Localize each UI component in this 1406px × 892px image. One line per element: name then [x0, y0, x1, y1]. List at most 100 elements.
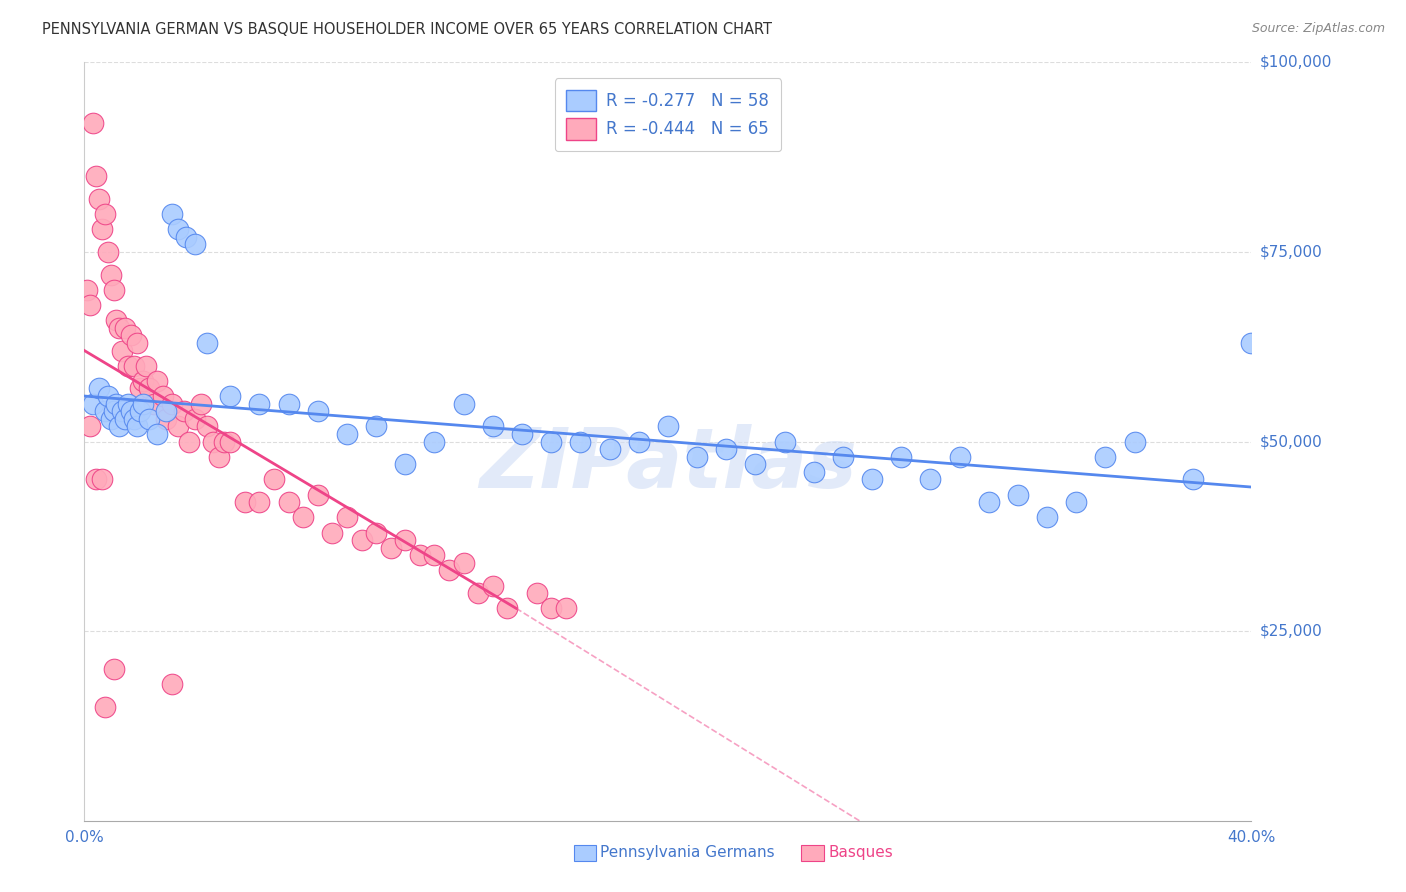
Point: [207, 450, 229, 464]
Point: [1036, 510, 1059, 524]
Point: [111, 404, 134, 418]
Point: [423, 434, 446, 449]
Point: [336, 510, 359, 524]
Point: [125, 335, 148, 350]
Point: [482, 419, 505, 434]
Point: [249, 396, 271, 410]
Point: [79, 298, 101, 312]
Point: [526, 586, 548, 600]
Point: [84, 169, 107, 183]
Point: [122, 359, 145, 373]
Point: [437, 564, 460, 578]
Point: [350, 533, 373, 547]
Point: [496, 601, 519, 615]
Point: [138, 412, 160, 426]
Point: [108, 419, 131, 434]
Point: [321, 525, 343, 540]
Point: [173, 404, 195, 418]
Point: [160, 677, 183, 691]
Point: [1094, 450, 1116, 464]
Point: [336, 426, 359, 441]
Point: [97, 244, 120, 259]
Point: [132, 374, 155, 388]
Point: [166, 222, 188, 236]
Point: [263, 473, 285, 487]
Point: [920, 473, 942, 487]
Point: [103, 404, 125, 418]
Point: [977, 495, 1000, 509]
Point: [423, 548, 446, 563]
Point: [219, 434, 242, 449]
Point: [366, 525, 388, 540]
Point: [152, 389, 174, 403]
Point: [138, 382, 160, 396]
Point: [87, 192, 110, 206]
Point: [292, 510, 315, 524]
Point: [105, 313, 128, 327]
Point: [366, 419, 388, 434]
Point: [120, 404, 142, 418]
Point: [146, 374, 169, 388]
Text: PENNSYLVANIA GERMAN VS BASQUE HOUSEHOLDER INCOME OVER 65 YEARS CORRELATION CHART: PENNSYLVANIA GERMAN VS BASQUE HOUSEHOLDE…: [42, 22, 772, 37]
Point: [82, 396, 104, 410]
Point: [160, 207, 183, 221]
Point: [394, 457, 416, 471]
Point: [143, 396, 166, 410]
Point: [117, 396, 139, 410]
Point: [117, 359, 139, 373]
Point: [100, 268, 122, 282]
Point: [380, 541, 402, 555]
Point: [219, 389, 242, 403]
Point: [155, 412, 177, 426]
Point: [82, 116, 104, 130]
Legend: R = -0.277   N = 58, R = -0.444   N = 65: R = -0.277 N = 58, R = -0.444 N = 65: [555, 78, 780, 151]
Point: [94, 699, 117, 714]
Point: [214, 434, 236, 449]
Point: [103, 283, 125, 297]
Point: [166, 419, 188, 434]
Point: [97, 389, 120, 403]
Point: [1066, 495, 1088, 509]
Text: Pennsylvania Germans: Pennsylvania Germans: [600, 846, 775, 860]
Point: [249, 495, 271, 509]
Point: [832, 450, 855, 464]
Point: [627, 434, 650, 449]
Point: [111, 343, 134, 358]
Text: ZIPatlas: ZIPatlas: [479, 424, 856, 505]
Point: [599, 442, 621, 457]
Point: [125, 419, 148, 434]
Point: [540, 601, 562, 615]
Point: [716, 442, 738, 457]
Point: [1007, 487, 1029, 501]
Text: Source: ZipAtlas.com: Source: ZipAtlas.com: [1251, 22, 1385, 36]
Point: [160, 396, 183, 410]
Text: $50,000: $50,000: [1260, 434, 1323, 449]
Point: [394, 533, 416, 547]
Point: [120, 328, 142, 343]
Point: [105, 396, 128, 410]
Point: [195, 335, 218, 350]
Point: [135, 359, 157, 373]
Point: [307, 487, 329, 501]
Point: [307, 404, 329, 418]
Point: [179, 434, 201, 449]
Point: [94, 404, 117, 418]
Point: [510, 426, 533, 441]
Point: [201, 434, 224, 449]
Point: [128, 404, 150, 418]
Point: [114, 320, 136, 334]
Point: [467, 586, 489, 600]
Point: [554, 601, 576, 615]
Point: [1240, 335, 1263, 350]
Text: $100,000: $100,000: [1260, 55, 1333, 70]
Point: [103, 662, 125, 676]
Point: [453, 396, 475, 410]
Point: [90, 222, 112, 236]
Text: $25,000: $25,000: [1260, 624, 1323, 639]
Point: [277, 495, 299, 509]
Point: [860, 473, 883, 487]
Point: [94, 207, 117, 221]
Point: [949, 450, 972, 464]
Point: [540, 434, 562, 449]
Point: [409, 548, 432, 563]
